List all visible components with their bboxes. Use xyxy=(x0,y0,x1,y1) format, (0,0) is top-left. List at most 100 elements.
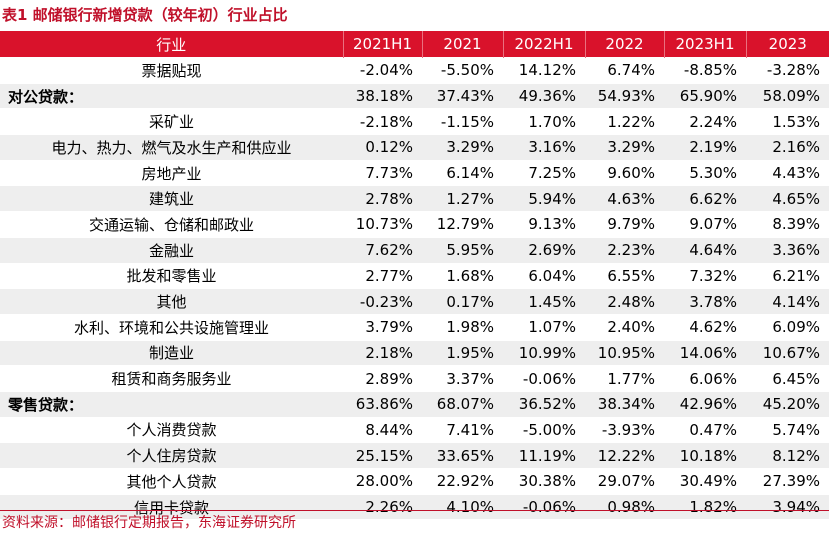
cell-value: 10.99% xyxy=(503,339,585,366)
cell-value: 36.52% xyxy=(503,390,585,418)
cell-value: 0.12% xyxy=(343,134,422,161)
cell-value: 1.77% xyxy=(585,365,664,392)
cell-value: 38.34% xyxy=(585,390,664,418)
cell-value: 14.06% xyxy=(664,339,746,366)
table-row: 个人消费贷款 8.44% 7.41% -5.00% -3.93% 0.47% 5.74% xyxy=(0,416,829,443)
cell-value: 7.73% xyxy=(343,159,422,186)
cell-value: 14.12% xyxy=(503,57,585,84)
row-label: 其他个人贷款 xyxy=(0,468,343,495)
cell-value: 3.94% xyxy=(746,493,829,520)
column-header-2023: 2023 xyxy=(745,31,829,58)
table-section-row: 对公贷款： 38.18% 37.43% 49.36% 54.93% 65.90% 58.09… xyxy=(0,82,829,109)
cell-value: 7.25% xyxy=(503,159,585,186)
table-row: 信用卡贷款 2.26% 4.10% -0.06% 0.98% 1.82% 3.94% xyxy=(0,493,829,520)
cell-value: 4.62% xyxy=(664,313,746,341)
cell-value: 1.45% xyxy=(503,288,585,315)
cell-value: 1.98% xyxy=(422,313,503,341)
row-label: 采矿业 xyxy=(0,108,343,135)
cell-value: 9.07% xyxy=(664,211,746,238)
row-label: 房地产业 xyxy=(0,159,343,186)
cell-value: 6.62% xyxy=(664,185,746,212)
cell-value: 10.67% xyxy=(746,339,829,366)
cell-value: 6.06% xyxy=(664,365,746,392)
cell-value: 6.74% xyxy=(585,57,664,84)
table-section-row: 零售贷款： 63.86% 68.07% 36.52% 38.34% 42.96% 45.20… xyxy=(0,390,829,418)
cell-value: -2.18% xyxy=(343,108,422,135)
cell-value: 1.68% xyxy=(422,262,503,289)
table-title: 表1 邮储银行新增贷款（较年初）行业占比 xyxy=(2,6,288,24)
cell-value: -0.23% xyxy=(343,288,422,315)
row-label: 票据贴现 xyxy=(0,57,343,84)
cell-value: 6.45% xyxy=(746,365,829,392)
cell-value: 4.10% xyxy=(422,493,503,520)
cell-value: 37.43% xyxy=(422,82,503,109)
cell-value: 7.62% xyxy=(343,236,422,263)
cell-value: 2.23% xyxy=(585,236,664,263)
cell-value: -2.04% xyxy=(343,57,422,84)
cell-value: 1.95% xyxy=(422,339,503,366)
cell-value: 28.00% xyxy=(343,468,422,495)
cell-value: 7.32% xyxy=(664,262,746,289)
cell-value: -3.93% xyxy=(585,416,664,443)
cell-value: 9.79% xyxy=(585,211,664,238)
cell-value: -8.85% xyxy=(664,57,746,84)
cell-value: 4.14% xyxy=(746,288,829,315)
table-body: 票据贴现 -2.04% -5.50% 14.12% 6.74% -8.85% -3.28% 对… xyxy=(0,57,829,520)
cell-value: 0.17% xyxy=(422,288,503,315)
cell-value: 10.73% xyxy=(343,211,422,238)
cell-value: 2.78% xyxy=(343,185,422,212)
table-row: 其他个人贷款 28.00% 22.92% 30.38% 29.07% 30.49% 27.3… xyxy=(0,468,829,495)
cell-value: 10.95% xyxy=(585,339,664,366)
row-label: 建筑业 xyxy=(0,185,343,212)
cell-value: 5.74% xyxy=(746,416,829,443)
cell-value: -3.28% xyxy=(746,57,829,84)
cell-value: 9.13% xyxy=(503,211,585,238)
cell-value: 30.38% xyxy=(503,468,585,495)
cell-value: 1.22% xyxy=(585,108,664,135)
table-row: 交通运输、仓储和邮政业 10.73% 12.79% 9.13% 9.79% 9.07% 8.… xyxy=(0,211,829,238)
column-header-2021h1: 2021H1 xyxy=(342,31,422,58)
row-label: 电力、热力、燃气及水生产和供应业 xyxy=(0,134,343,161)
table-row: 水利、环境和公共设施管理业 3.79% 1.98% 1.07% 2.40% 4.62% 6.… xyxy=(0,313,829,341)
cell-value: 29.07% xyxy=(585,468,664,495)
cell-value: 2.26% xyxy=(343,493,422,520)
cell-value: 2.16% xyxy=(746,134,829,161)
cell-value: 3.37% xyxy=(422,365,503,392)
cell-value: 12.79% xyxy=(422,211,503,238)
cell-value: 49.36% xyxy=(503,82,585,109)
column-header-2023h1: 2023H1 xyxy=(663,31,746,58)
cell-value: 5.95% xyxy=(422,236,503,263)
cell-value: 4.64% xyxy=(664,236,746,263)
row-label: 个人住房贷款 xyxy=(0,442,343,469)
cell-value: 8.44% xyxy=(343,416,422,443)
cell-value: 0.98% xyxy=(585,493,664,520)
cell-value: 1.70% xyxy=(503,108,585,135)
cell-value: 3.79% xyxy=(343,313,422,341)
cell-value: -0.06% xyxy=(503,493,585,520)
cell-value: 45.20% xyxy=(746,390,829,418)
cell-value: 2.89% xyxy=(343,365,422,392)
cell-value: 2.77% xyxy=(343,262,422,289)
table-row: 票据贴现 -2.04% -5.50% 14.12% 6.74% -8.85% -3.28% xyxy=(0,57,829,84)
cell-value: 3.16% xyxy=(503,134,585,161)
cell-value: 27.39% xyxy=(746,468,829,495)
cell-value: 8.39% xyxy=(746,211,829,238)
cell-value: 2.40% xyxy=(585,313,664,341)
table-row: 建筑业 2.78% 1.27% 5.94% 4.63% 6.62% 4.65% xyxy=(0,185,829,212)
cell-value: 22.92% xyxy=(422,468,503,495)
cell-value: 1.82% xyxy=(664,493,746,520)
cell-value: 5.30% xyxy=(664,159,746,186)
row-label: 水利、环境和公共设施管理业 xyxy=(0,313,343,341)
cell-value: 2.48% xyxy=(585,288,664,315)
cell-value: 3.36% xyxy=(746,236,829,263)
cell-value: 65.90% xyxy=(664,82,746,109)
cell-value: 0.47% xyxy=(664,416,746,443)
row-label: 租赁和商务服务业 xyxy=(0,365,343,392)
row-label: 交通运输、仓储和邮政业 xyxy=(0,211,343,238)
cell-value: 1.27% xyxy=(422,185,503,212)
cell-value: 6.21% xyxy=(746,262,829,289)
table-row: 其他 -0.23% 0.17% 1.45% 2.48% 3.78% 4.14% xyxy=(0,288,829,315)
cell-value: 7.41% xyxy=(422,416,503,443)
row-label: 批发和零售业 xyxy=(0,262,343,289)
cell-value: 4.63% xyxy=(585,185,664,212)
